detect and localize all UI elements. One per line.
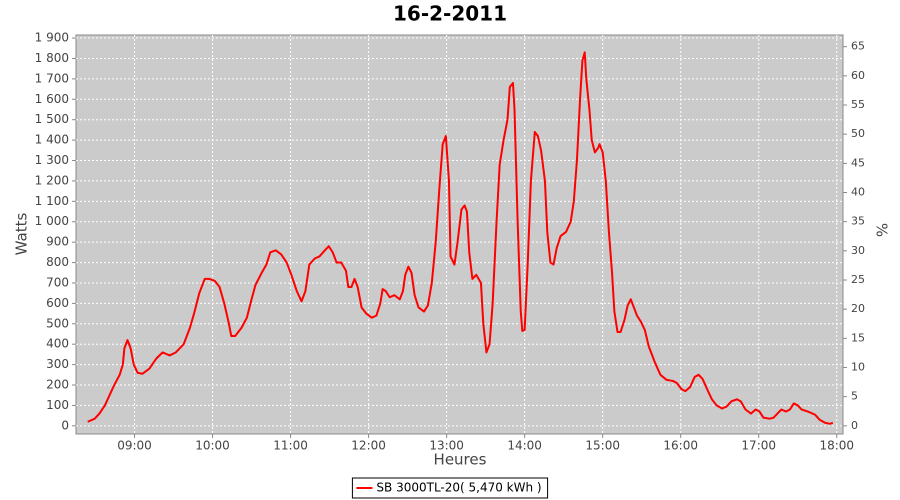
y-tick-label: 1 900 bbox=[35, 31, 69, 45]
y-tick-label: 1 300 bbox=[35, 153, 69, 167]
x-tick-label: 12:00 bbox=[351, 439, 386, 453]
legend-box bbox=[351, 477, 549, 499]
chart-title: 16-2-2011 bbox=[393, 2, 507, 26]
y2-tick-label: 65 bbox=[851, 40, 865, 53]
y2-tick-label: 25 bbox=[851, 273, 865, 286]
plot-area bbox=[75, 34, 844, 435]
y2-tick-label: 20 bbox=[851, 302, 865, 315]
x-tick-label: 13:00 bbox=[429, 439, 464, 453]
y2-tick-label: 40 bbox=[851, 186, 865, 199]
x-tick-label: 11:00 bbox=[273, 439, 308, 453]
x-tick-label: 18:00 bbox=[819, 439, 854, 453]
y2-tick-label: 50 bbox=[851, 127, 865, 140]
y-tick-label: 0 bbox=[61, 418, 69, 432]
y-tick-label: 700 bbox=[46, 275, 69, 289]
legend-label: SB 3000TL-20( 5,470 kWh ) bbox=[376, 481, 541, 495]
y-tick-label: 400 bbox=[46, 337, 69, 351]
y-tick-label: 1 700 bbox=[35, 71, 69, 85]
y-tick-label: 1 600 bbox=[35, 92, 69, 106]
y-tick-label: 300 bbox=[46, 357, 69, 371]
x-tick-label: 15:00 bbox=[585, 439, 620, 453]
y-tick-label: 1 100 bbox=[35, 194, 69, 208]
y2-tick-label: 15 bbox=[851, 331, 865, 344]
x-axis-title: Heures bbox=[434, 451, 487, 469]
y-tick-label: 1 500 bbox=[35, 112, 69, 126]
y-tick-label: 100 bbox=[46, 398, 69, 412]
x-tick-label: 17:00 bbox=[741, 439, 776, 453]
y2-tick-label: 55 bbox=[851, 98, 865, 111]
y-tick-label: 1 200 bbox=[35, 173, 69, 187]
x-tick-label: 16:00 bbox=[663, 439, 698, 453]
y-tick-label: 1 400 bbox=[35, 133, 69, 147]
y2-tick-label: 30 bbox=[851, 244, 865, 257]
y-tick-label: 800 bbox=[46, 255, 69, 269]
y2-tick-label: 0 bbox=[851, 419, 858, 432]
x-tick-label: 14:00 bbox=[507, 439, 542, 453]
y-tick-label: 900 bbox=[46, 235, 69, 249]
y2-tick-label: 5 bbox=[851, 390, 858, 403]
y-tick-label: 500 bbox=[46, 316, 69, 330]
y2-tick-label: 45 bbox=[851, 156, 865, 169]
y-tick-label: 600 bbox=[46, 296, 69, 310]
y-tick-label: 1 800 bbox=[35, 51, 69, 65]
y2-axis-title: % bbox=[873, 223, 891, 237]
y-axis-title: Watts bbox=[13, 213, 31, 256]
x-tick-label: 09:00 bbox=[117, 439, 152, 453]
x-tick-label: 10:00 bbox=[195, 439, 230, 453]
y-tick-label: 1 000 bbox=[35, 214, 69, 228]
series-line bbox=[87, 51, 834, 425]
y2-tick-label: 60 bbox=[851, 69, 865, 82]
y2-tick-label: 10 bbox=[851, 361, 865, 374]
y-tick-label: 200 bbox=[46, 378, 69, 392]
y2-tick-label: 35 bbox=[851, 215, 865, 228]
